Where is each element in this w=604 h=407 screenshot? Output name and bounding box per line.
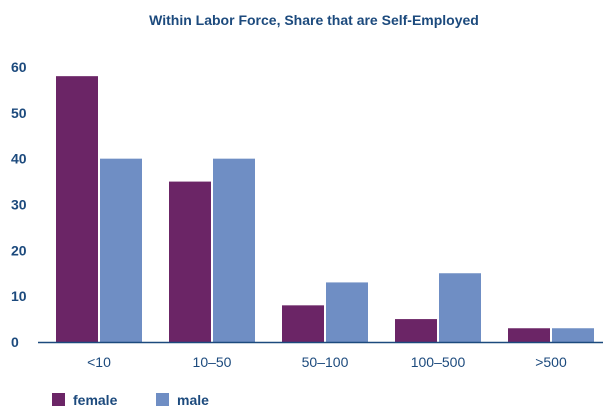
x-axis: <10 10–50 50–100 100–500 >500 [87, 354, 567, 370]
x-tick-label: >500 [535, 354, 567, 370]
legend: female male [52, 392, 209, 407]
bar-female [282, 305, 324, 342]
bar-female [169, 181, 211, 342]
bar-male [100, 158, 142, 342]
x-tick-label: 10–50 [193, 354, 232, 370]
legend-label-female: female [73, 392, 118, 407]
y-tick-label: 40 [11, 151, 27, 167]
y-tick-label: 30 [11, 197, 27, 213]
bar-male [552, 328, 594, 342]
y-tick-label: 0 [11, 334, 19, 350]
bars [56, 76, 594, 343]
y-axis: 0 10 20 30 40 50 60 [11, 59, 27, 350]
legend-swatch-male [156, 393, 169, 406]
x-tick-label: 100–500 [411, 354, 466, 370]
legend-label-male: male [177, 392, 209, 407]
bar-female [395, 319, 437, 342]
bar-female [56, 76, 98, 343]
x-tick-label: <10 [87, 354, 111, 370]
y-tick-label: 20 [11, 242, 27, 258]
bar-male [439, 273, 481, 342]
bar-female [508, 328, 550, 342]
x-tick-label: 50–100 [302, 354, 349, 370]
bar-male [326, 282, 368, 342]
bar-male [213, 158, 255, 342]
chart-title: Within Labor Force, Share that are Self-… [149, 12, 479, 28]
y-tick-label: 60 [11, 59, 27, 75]
y-tick-label: 10 [11, 288, 27, 304]
y-tick-label: 50 [11, 105, 27, 121]
legend-swatch-female [52, 393, 65, 406]
